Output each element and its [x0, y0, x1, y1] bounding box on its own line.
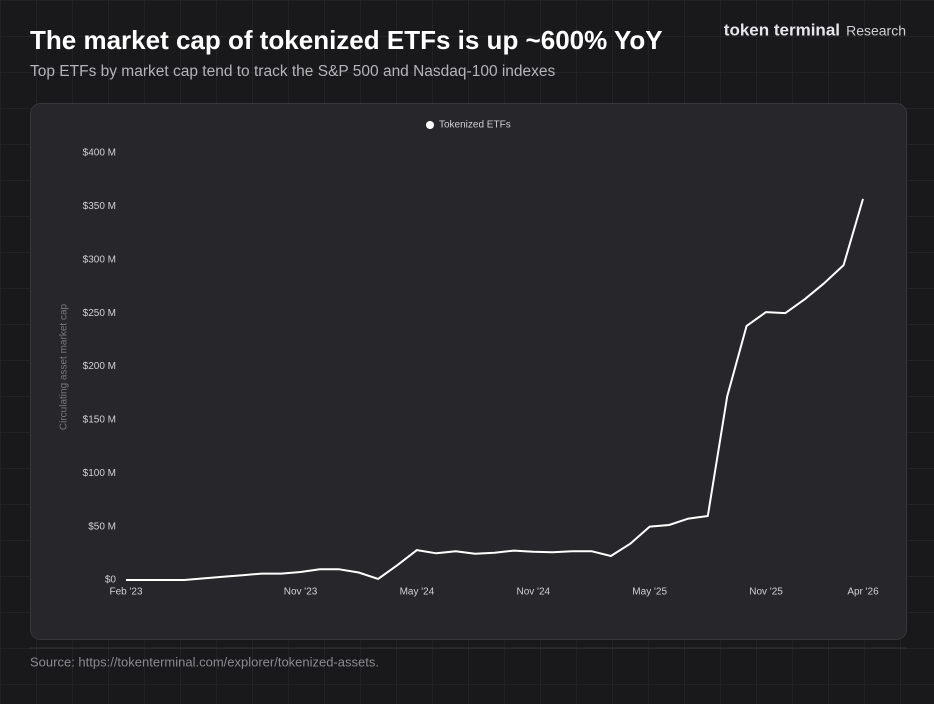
source: Source: https://tokenterminal.com/explor…	[30, 654, 379, 669]
x-tick-label: May '24	[400, 587, 435, 598]
x-tick-label: May '25	[632, 587, 667, 598]
x-tick-label: Apr '26	[847, 587, 879, 598]
x-tick-label: Nov '25	[749, 587, 783, 598]
brand: token terminal	[724, 20, 840, 39]
x-tick-label: Feb '23	[109, 587, 142, 598]
y-tick-label: $200 M	[83, 361, 116, 372]
x-tick-label: Nov '23	[284, 587, 318, 598]
y-tick-label: $400 M	[83, 148, 116, 159]
y-tick-label: $100 M	[83, 468, 116, 479]
y-tick-label: $300 M	[83, 254, 116, 265]
panel	[30, 103, 907, 640]
y-tick-label: $0	[105, 575, 117, 586]
y-tick-label: $250 M	[83, 308, 116, 319]
x-tick-label: Nov '24	[516, 587, 550, 598]
chart-subtitle: Top ETFs by market cap tend to track the…	[30, 63, 556, 80]
y-tick-label: $150 M	[83, 415, 116, 426]
legend-label: Tokenized ETFs	[439, 120, 511, 131]
chart-title: The market cap of tokenized ETFs is up ~…	[30, 25, 663, 55]
legend-marker	[426, 121, 434, 129]
y-tick-label: $50 M	[88, 521, 116, 532]
line	[126, 198, 864, 581]
y-axis-label: Circulating asset market cap	[59, 303, 70, 430]
y-tick-label: $350 M	[83, 201, 116, 212]
brand-suffix: Research	[846, 23, 906, 39]
